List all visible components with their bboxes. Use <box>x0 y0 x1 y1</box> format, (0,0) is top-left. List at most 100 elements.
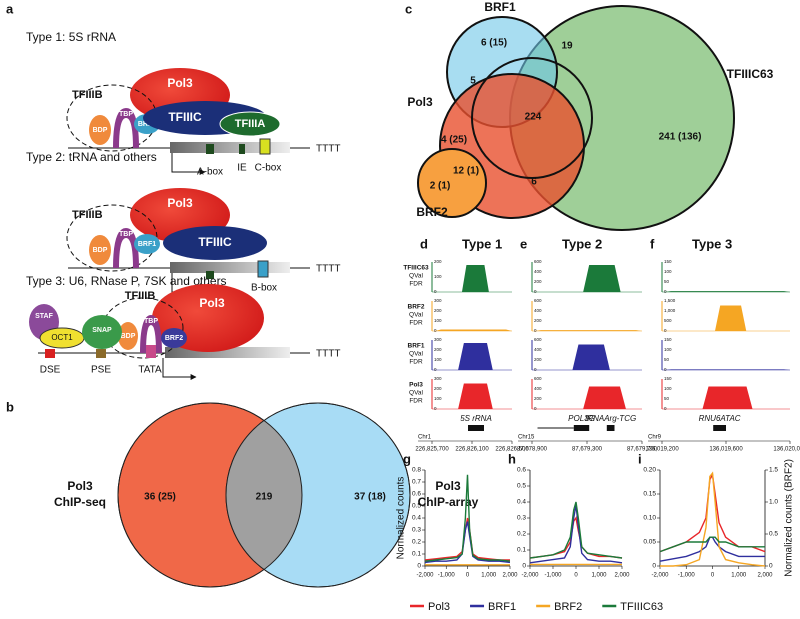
legend-label: Pol3 <box>428 601 450 613</box>
track-tick: 600 <box>534 376 542 381</box>
snap-label: SNAP <box>92 327 112 334</box>
track-tick: 0 <box>664 367 667 372</box>
x-tick-label: -1,000 <box>544 573 562 579</box>
tss-arrow <box>171 153 206 175</box>
track-tick: 400 <box>534 347 542 352</box>
element-label: C-box <box>255 163 282 174</box>
tfiiic <box>163 226 267 260</box>
coord-label: 136,019,600 <box>709 447 743 453</box>
y-tick-label: 0.20 <box>643 467 656 474</box>
brf-label: BRF1 <box>138 241 156 248</box>
terminator: TTTT <box>316 349 340 360</box>
track-tick: 50 <box>664 279 670 284</box>
gene-label: RNU6ATAC <box>699 414 741 423</box>
tbp <box>113 108 139 148</box>
track-label: QVal <box>409 390 424 397</box>
panel-label: c <box>405 1 412 16</box>
venn-count: 241 (136) <box>659 132 702 143</box>
type2-diagram: Type 2: tRNA and others TTTT Pol3 TFIIIB… <box>26 150 340 295</box>
venn-c: BRF1 Pol3 TFIIIC63 BRF2 6 (15) 19 5 224 … <box>407 0 774 231</box>
panel-label: h <box>508 451 516 466</box>
tfiiia-label: TFIIIA <box>235 118 266 130</box>
y-tick-label: 0 <box>522 563 526 570</box>
pol3-label: Pol3 <box>199 296 225 310</box>
x-tick-label: -2,000 <box>521 573 539 579</box>
track-tick: 300 <box>434 337 442 342</box>
type-title: Type 1: 5S rRNA <box>26 30 116 44</box>
track-signal <box>715 305 747 331</box>
x-tick-label: 0 <box>574 573 578 579</box>
axes <box>659 470 766 567</box>
y2-tick-label: 1.5 <box>769 467 778 474</box>
coord-label: 136,020,000 <box>773 447 800 453</box>
track-tick: 200 <box>534 357 542 362</box>
track-tick: 600 <box>534 337 542 342</box>
set-label: ChIP-seq <box>54 495 106 509</box>
gene-box <box>165 347 290 358</box>
coord-label: 87,679,700 <box>627 447 658 453</box>
set-label: Pol3 <box>67 479 93 493</box>
track-tick: 100 <box>664 386 672 391</box>
x-tick-label: 1,000 <box>731 573 747 579</box>
x-tick-label: -2,000 <box>651 573 669 579</box>
series-line <box>659 472 766 553</box>
track-label: QVal <box>409 351 424 358</box>
track-tick: 150 <box>664 376 672 381</box>
y-tick-label: 0.7 <box>412 479 421 486</box>
track-tick: 1,500 <box>664 298 676 303</box>
panel-label: i <box>638 451 642 466</box>
track-tick: 100 <box>434 396 442 401</box>
x-tick-label: 1,000 <box>591 573 607 579</box>
track-label: BRF1 <box>408 343 425 350</box>
y-tick-label: 0.6 <box>517 467 526 474</box>
y-axis-label: Normalized counts <box>396 477 407 560</box>
track-tick: 50 <box>664 396 670 401</box>
x-tick-label: 2,000 <box>502 573 518 579</box>
gene <box>713 425 726 431</box>
track-tick: 0 <box>434 367 437 372</box>
track-tick: 600 <box>534 298 542 303</box>
x-tick-label: 1,000 <box>481 573 497 579</box>
type3-diagram: Type 3: U6, RNase P, 7SK and others TTTT… <box>26 274 340 380</box>
bdp <box>89 115 111 145</box>
chrom-label: Chr1 <box>418 435 432 441</box>
y-tick-label: 0.15 <box>643 491 656 498</box>
x-tick-label: 2,000 <box>757 573 773 579</box>
track-tick: 0 <box>664 406 667 411</box>
venn-outline <box>225 402 411 588</box>
track-tick: 100 <box>434 274 442 279</box>
y2-tick-label: 0.5 <box>769 531 778 538</box>
track-label: TFIIIC63 <box>403 265 429 272</box>
x-tick-label: 0 <box>711 573 715 579</box>
y-tick-label: 0.10 <box>643 515 656 522</box>
y-tick-label: 0.3 <box>412 527 421 534</box>
coord-label: 226,826,100 <box>455 447 489 453</box>
track-tick: 200 <box>434 386 442 391</box>
track-label: QVal <box>409 312 424 319</box>
track-tick: 100 <box>434 318 442 323</box>
venn-count: 5 <box>470 76 476 87</box>
series-line <box>660 471 766 567</box>
track-tick: 100 <box>664 269 672 274</box>
terminator: TTTT <box>316 144 340 155</box>
tbp <box>113 228 139 268</box>
pol3-label: Pol3 <box>167 196 193 210</box>
track-tick: 100 <box>664 347 672 352</box>
track-tick: 400 <box>534 308 542 313</box>
y-tick-label: 0.6 <box>412 491 421 498</box>
y-tick-label: 0.4 <box>517 499 526 506</box>
coord-label: 226,826,500 <box>495 447 529 453</box>
bdp <box>118 322 138 350</box>
y-tick-label: 0.1 <box>517 547 526 554</box>
tfiiic-label: TFIIIC <box>198 235 232 249</box>
track-tick: 150 <box>664 259 672 264</box>
track-tick: 0 <box>434 406 437 411</box>
track-tick: 150 <box>664 337 672 342</box>
venn-overlap <box>226 403 302 587</box>
y-tick-label: 0.4 <box>412 515 421 522</box>
venn-count: 4 (25) <box>441 135 467 146</box>
track-tick: 0 <box>434 328 437 333</box>
brf-label: BRF2 <box>165 335 183 342</box>
venn-count: 2 (1) <box>430 181 451 192</box>
set-label: BRF2 <box>416 205 448 219</box>
